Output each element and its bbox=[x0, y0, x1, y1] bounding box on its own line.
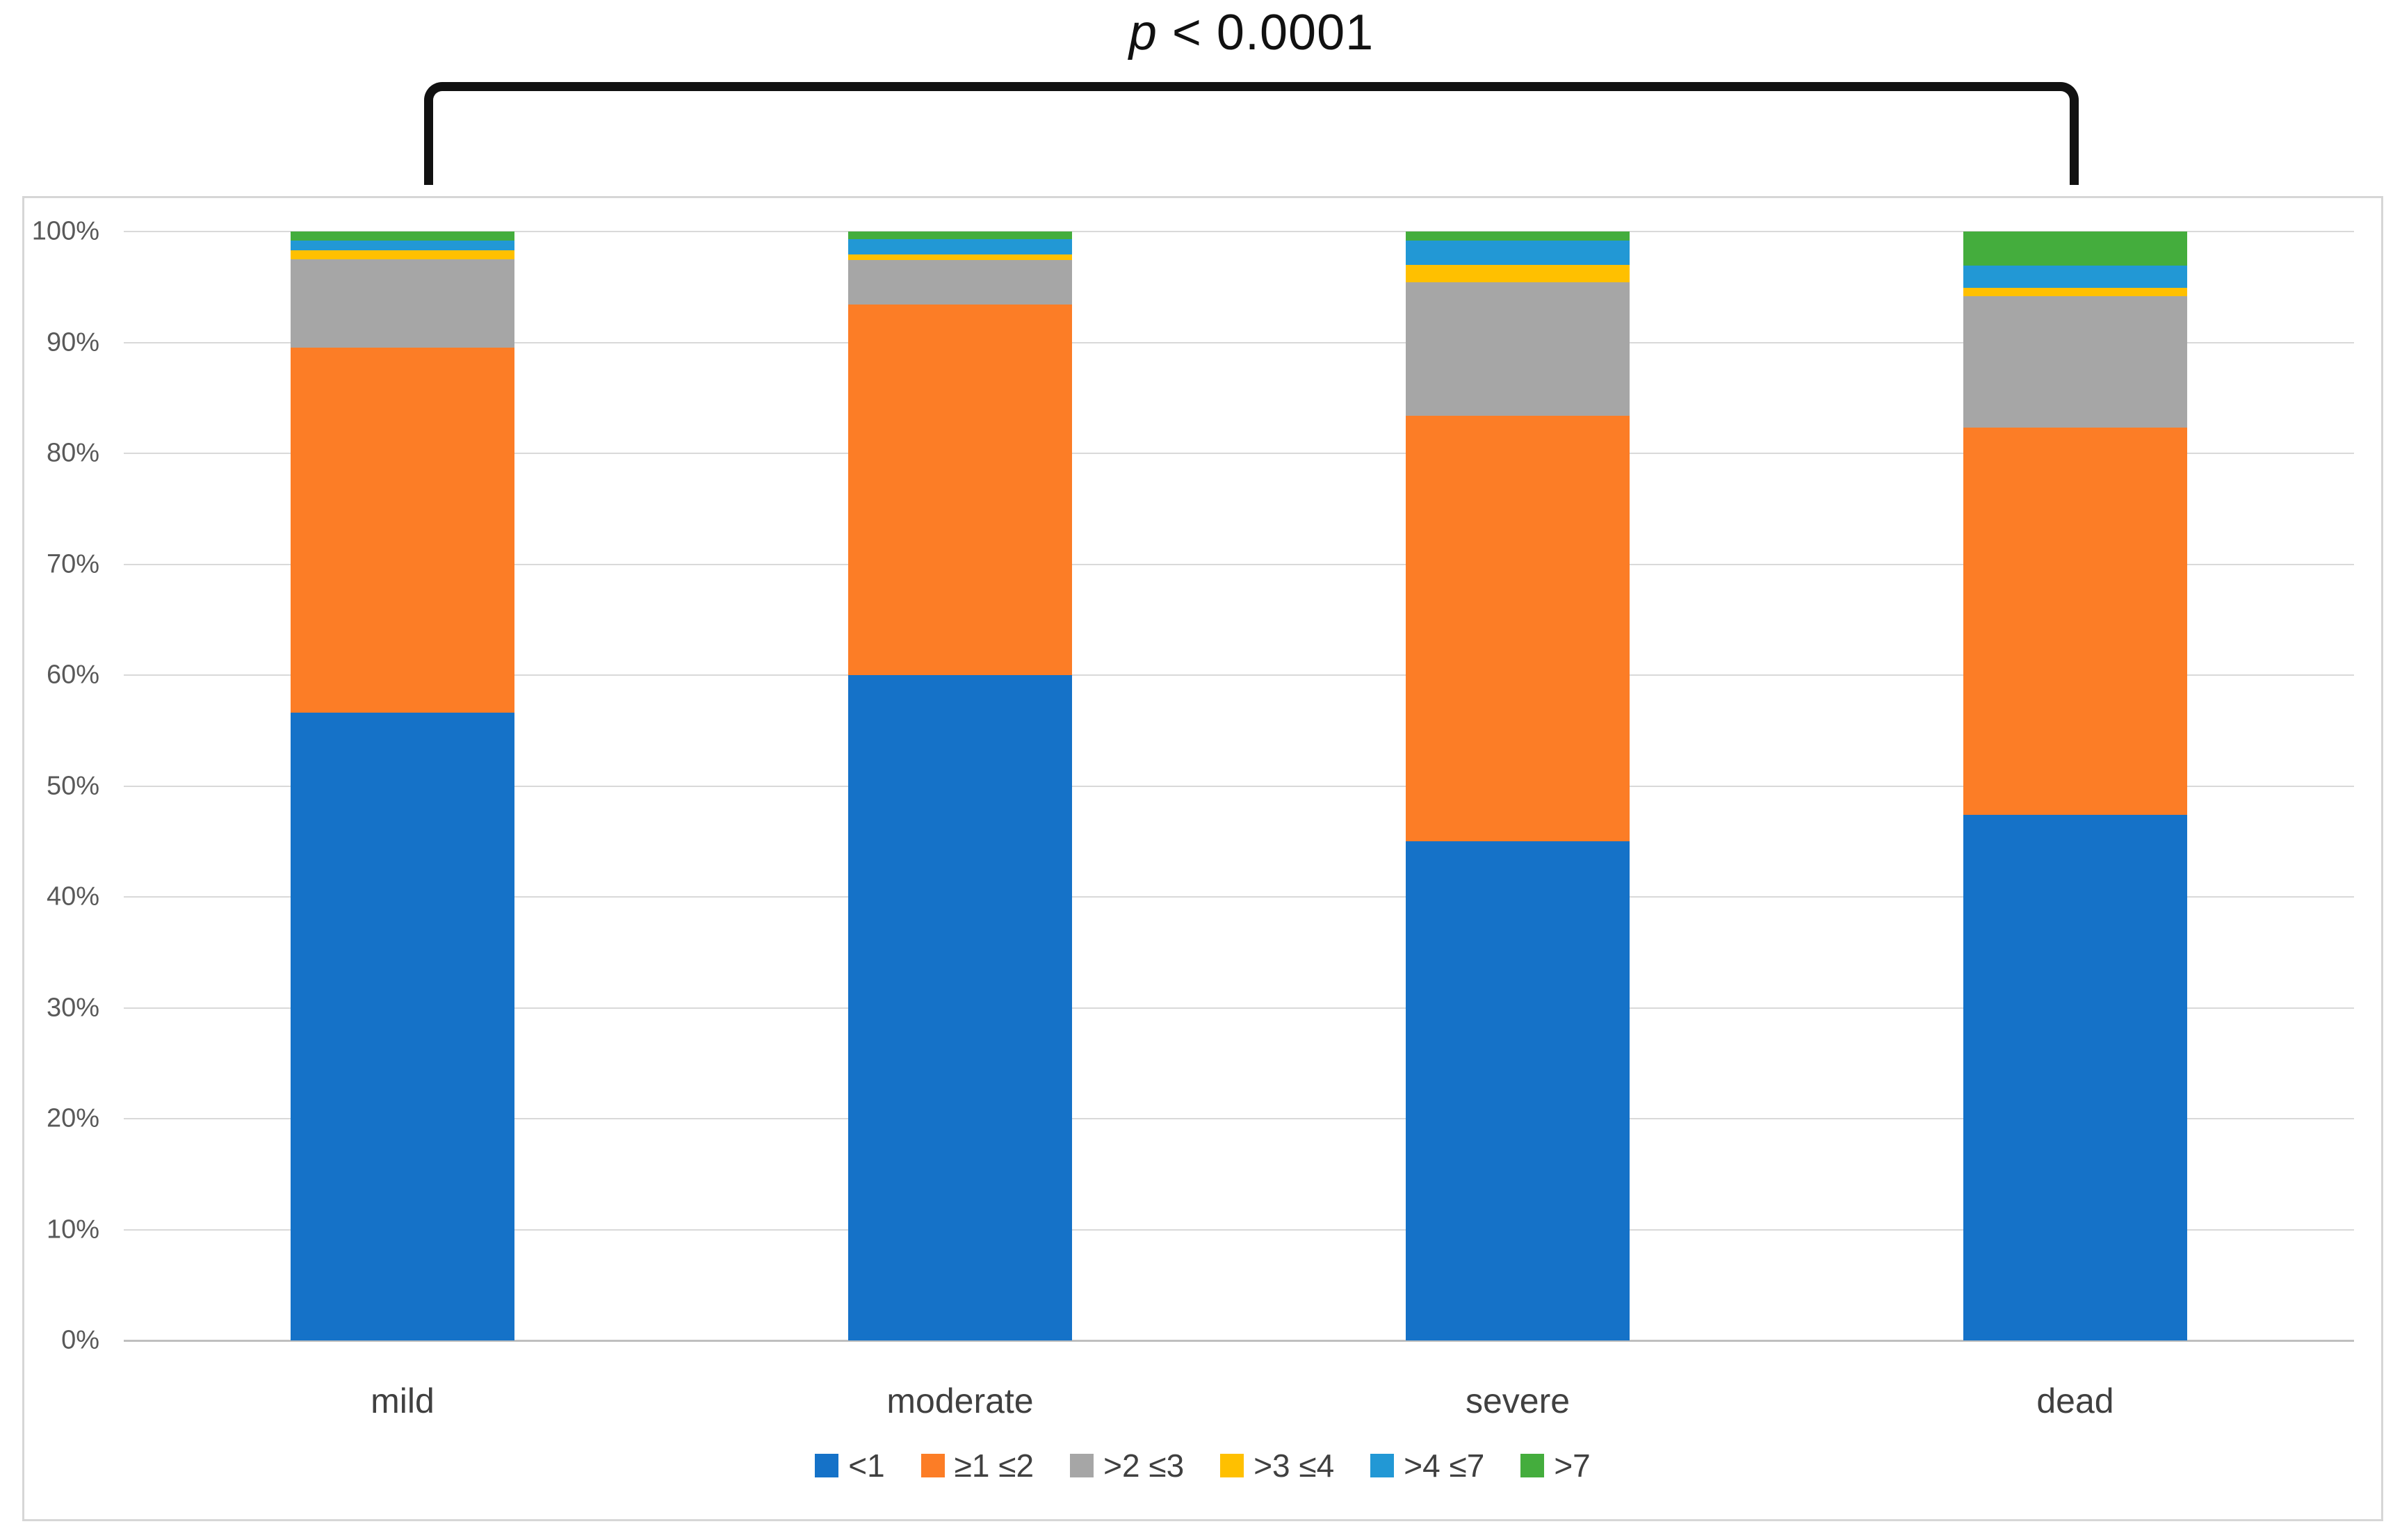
legend-swatch bbox=[1520, 1454, 1545, 1477]
legend-item: >7 bbox=[1520, 1447, 1591, 1484]
legend-label: >4 ≤7 bbox=[1404, 1448, 1485, 1484]
gridline bbox=[124, 896, 2354, 898]
category-label: dead bbox=[2036, 1381, 2114, 1420]
y-tick-label: 20% bbox=[46, 1103, 99, 1133]
y-tick-label: 0% bbox=[61, 1325, 99, 1355]
bar-segment-moderate bbox=[848, 254, 1072, 261]
legend: <1 ≥1 ≤2 >2 ≤3 >3 ≤4 >4 ≤7 >7 bbox=[24, 1447, 2381, 1484]
bar-segment-moderate bbox=[848, 305, 1072, 675]
legend-item: >3 ≤4 bbox=[1220, 1447, 1334, 1484]
bar-segment-mild bbox=[291, 250, 514, 259]
bar-segment-severe bbox=[1406, 264, 1630, 283]
bar-segment-mild bbox=[291, 232, 514, 241]
legend-item: >2 ≤3 bbox=[1070, 1447, 1184, 1484]
x-axis-line bbox=[124, 1340, 2354, 1342]
bar-segment-severe bbox=[1406, 240, 1630, 265]
significance-bracket bbox=[424, 82, 2079, 185]
bar-segment-mild bbox=[291, 240, 514, 251]
bar-segment-moderate bbox=[848, 260, 1072, 305]
legend-label: >3 ≤4 bbox=[1253, 1448, 1335, 1484]
category-label: mild bbox=[371, 1381, 435, 1420]
bar-segment-severe bbox=[1406, 415, 1630, 842]
category-label: moderate bbox=[886, 1381, 1034, 1420]
legend-label: >2 ≤3 bbox=[1103, 1448, 1185, 1484]
y-tick-label: 100% bbox=[31, 216, 99, 246]
gridline bbox=[124, 674, 2354, 676]
legend-swatch bbox=[1370, 1454, 1395, 1477]
bar-segment-mild bbox=[291, 348, 514, 713]
bar-segment-dead bbox=[1963, 288, 2187, 296]
y-tick-label: 60% bbox=[46, 660, 99, 690]
gridline bbox=[124, 1229, 2354, 1231]
bar-segment-mild bbox=[291, 259, 514, 348]
legend-item: ≥1 ≤2 bbox=[920, 1447, 1034, 1484]
chart-frame: 0% 10% 20% 30% 40% 50% 60% 70% 80% 90% 100% mild mod… bbox=[22, 196, 2383, 1521]
gridline bbox=[124, 785, 2354, 787]
bar-segment-moderate bbox=[848, 232, 1072, 240]
gridline bbox=[124, 341, 2354, 343]
bar-segment-dead bbox=[1963, 232, 2187, 266]
bar-segment-severe bbox=[1406, 282, 1630, 416]
gridline bbox=[124, 453, 2354, 454]
y-tick-label: 90% bbox=[46, 327, 99, 357]
bar-segment-moderate bbox=[848, 239, 1072, 255]
y-tick-label: 40% bbox=[46, 882, 99, 911]
legend-swatch bbox=[920, 1454, 945, 1477]
p-symbol: p bbox=[1128, 5, 1158, 60]
bar-segment-dead bbox=[1963, 428, 2187, 815]
gridline bbox=[124, 1007, 2354, 1009]
y-tick-label: 30% bbox=[46, 993, 99, 1022]
legend-label: ≥1 ≤2 bbox=[954, 1448, 1034, 1484]
bar-segment-dead bbox=[1963, 266, 2187, 289]
gridline bbox=[124, 1118, 2354, 1119]
p-value-text: < 0.0001 bbox=[1157, 5, 1374, 60]
bar-segment-severe bbox=[1406, 841, 1630, 1340]
y-tick-label: 80% bbox=[46, 438, 99, 468]
category-label: severe bbox=[1465, 1381, 1571, 1420]
legend-item: >4 ≤7 bbox=[1370, 1447, 1484, 1484]
legend-label: >7 bbox=[1554, 1448, 1591, 1484]
p-value-annotation: p < 0.0001 bbox=[424, 4, 2079, 61]
gridline bbox=[124, 563, 2354, 565]
bar-segment-moderate bbox=[848, 675, 1072, 1340]
bar-segment-dead bbox=[1963, 814, 2187, 1340]
y-tick-label: 50% bbox=[46, 771, 99, 800]
legend-swatch bbox=[815, 1454, 839, 1477]
legend-label: <1 bbox=[848, 1448, 885, 1484]
bar-segment-mild bbox=[291, 713, 514, 1340]
bar-segment-severe bbox=[1406, 232, 1630, 241]
legend-swatch bbox=[1220, 1454, 1244, 1477]
y-tick-label: 70% bbox=[46, 549, 99, 578]
bar-segment-dead bbox=[1963, 295, 2187, 428]
gridline bbox=[124, 231, 2354, 232]
legend-item: <1 bbox=[815, 1447, 885, 1484]
legend-swatch bbox=[1070, 1454, 1094, 1477]
y-tick-label: 10% bbox=[46, 1215, 99, 1244]
